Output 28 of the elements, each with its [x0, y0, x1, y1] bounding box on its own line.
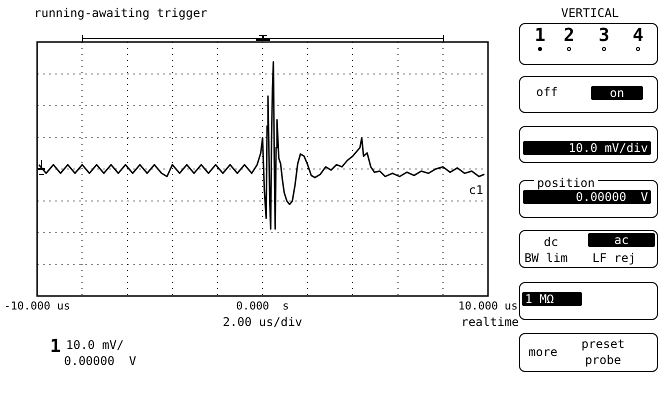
text: preset: [581, 337, 625, 351]
text: more: [528, 345, 558, 359]
text: 1 MΩ: [522, 292, 582, 306]
text: VERTICAL: [561, 6, 619, 20]
text: LF rej: [592, 251, 636, 265]
text: off: [536, 85, 558, 99]
text: 1: [50, 336, 61, 357]
text: 4: [632, 25, 644, 46]
text: 0.00000 V: [64, 354, 136, 368]
text: realtime: [461, 315, 519, 329]
text: 2: [564, 25, 574, 46]
text: 3: [598, 25, 610, 46]
text: dc: [544, 235, 558, 249]
chart-title: running-awaiting trigger: [34, 6, 208, 20]
text: probe: [584, 353, 622, 367]
x-tick-label: -10.000 us: [4, 299, 70, 312]
text: 10.0 mV/div: [523, 141, 651, 155]
text: position: [534, 176, 598, 190]
text: ac: [588, 233, 655, 247]
text: 10.0 mV/: [66, 338, 124, 352]
annotation: c1: [468, 183, 484, 197]
text: BW lim: [524, 251, 568, 265]
text: on: [591, 86, 643, 100]
text: 0.00000 V: [523, 190, 651, 204]
text: 1: [534, 25, 546, 46]
x-axis-title: 2.00 us/div: [222, 315, 302, 329]
x-tick-label: 10.000 us: [458, 299, 518, 312]
x-tick-label: 0.000 s: [236, 299, 290, 312]
